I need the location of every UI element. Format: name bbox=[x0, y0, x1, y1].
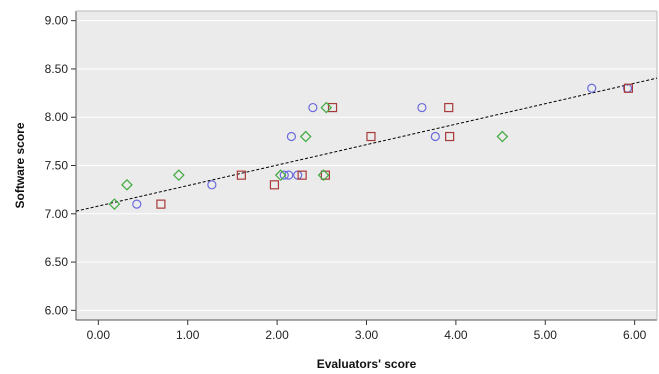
y-tick-label: 7.50 bbox=[45, 159, 69, 173]
data-point-circle bbox=[279, 170, 289, 180]
data-point-square bbox=[444, 102, 454, 113]
data-point-square bbox=[366, 131, 376, 142]
data-point-circle bbox=[308, 102, 318, 113]
x-axis-title: Evaluators' score bbox=[317, 357, 417, 371]
x-tick-label: 4.00 bbox=[444, 328, 468, 342]
y-tick-label: 8.50 bbox=[45, 62, 69, 76]
y-tick-label: 7.00 bbox=[45, 207, 69, 221]
y-tick-label: 6.50 bbox=[45, 255, 69, 269]
x-tick-label: 3.00 bbox=[355, 328, 379, 342]
x-tick-labels: 0.00 1.00 2.00 3.00 4.00 5.00 6.00 bbox=[87, 328, 647, 342]
y-tick-label: 9.00 bbox=[45, 14, 69, 28]
data-point-diamond bbox=[108, 198, 121, 210]
fit-line bbox=[75, 77, 658, 212]
data-point-circle bbox=[430, 131, 440, 142]
y-tick-label: 8.00 bbox=[45, 110, 69, 124]
data-point-diamond bbox=[172, 169, 185, 182]
data-point-diamond bbox=[121, 178, 133, 191]
data-points bbox=[108, 83, 633, 210]
data-point-square bbox=[623, 83, 633, 93]
x-tick-label: 1.00 bbox=[176, 328, 200, 342]
data-point-diamond bbox=[274, 169, 287, 182]
data-point-circle bbox=[207, 180, 217, 190]
data-point-diamond bbox=[320, 101, 333, 114]
data-point-square bbox=[236, 170, 246, 180]
data-point-square bbox=[156, 199, 166, 209]
data-point-diamond bbox=[317, 169, 330, 182]
data-point-square bbox=[297, 170, 307, 180]
x-tick-label: 5.00 bbox=[534, 328, 558, 342]
axes bbox=[71, 10, 658, 325]
x-tick-label: 2.00 bbox=[265, 328, 289, 342]
data-point-square bbox=[269, 180, 280, 190]
data-point-square bbox=[445, 131, 455, 142]
data-point-circle bbox=[417, 102, 427, 113]
x-tick-label: 6.00 bbox=[623, 328, 647, 342]
data-point-diamond bbox=[299, 130, 312, 143]
data-point-circle bbox=[132, 199, 142, 209]
gridlines bbox=[76, 20, 657, 311]
y-axis-title: Software score bbox=[13, 122, 27, 208]
data-point-circle bbox=[284, 170, 294, 180]
data-point-circle bbox=[286, 131, 297, 142]
y-tick-labels: 6.00 6.50 7.00 7.50 8.00 8.50 9.00 bbox=[45, 14, 69, 318]
y-tick-label: 6.00 bbox=[45, 303, 69, 317]
x-tick-label: 0.00 bbox=[87, 328, 111, 342]
data-point-diamond bbox=[496, 130, 509, 143]
data-point-square bbox=[327, 102, 338, 113]
data-point-circle bbox=[587, 83, 597, 93]
